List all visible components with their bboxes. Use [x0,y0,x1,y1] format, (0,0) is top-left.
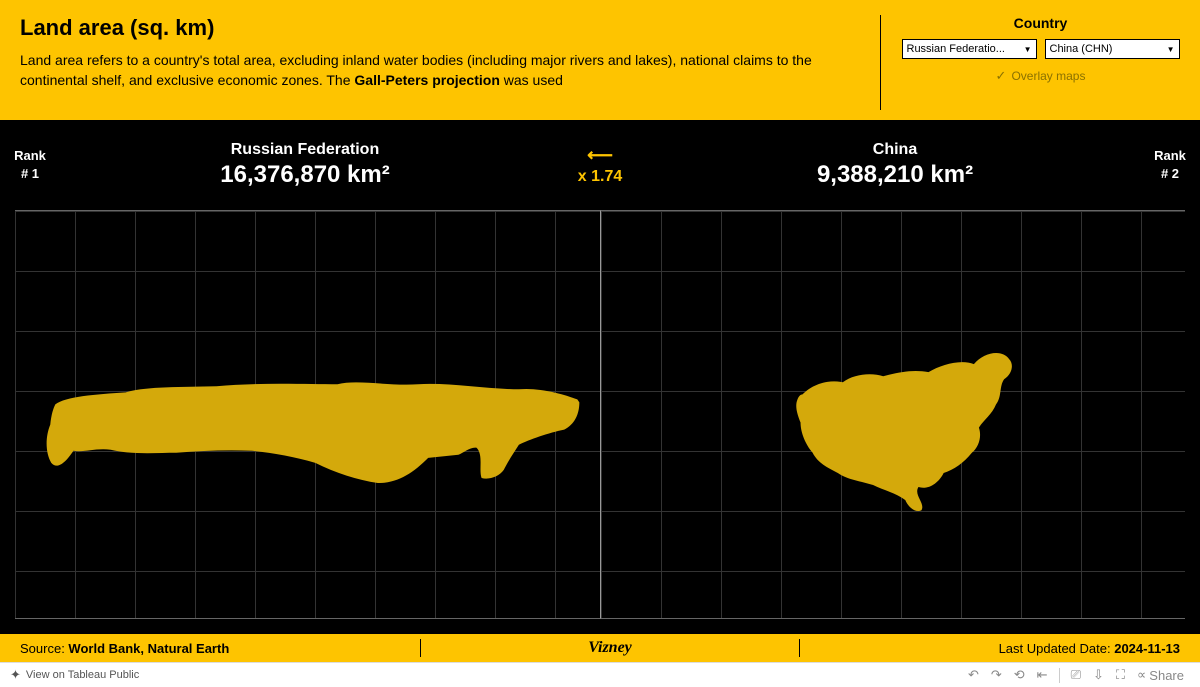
dropdown-1-value: Russian Federatio... [907,43,1005,55]
map-panel-left[interactable] [15,210,601,619]
country-value-left: 16,376,870 km² [60,161,550,189]
device-icon[interactable]: ⎚ [1071,667,1081,683]
undo-icon[interactable]: ↶ [968,667,979,683]
rank-value-right: # 2 [1140,165,1200,183]
country-name-right: China [650,141,1140,159]
description-bold: Gall-Peters projection [354,72,499,88]
visualization-area: Rank # 1 Russian Federation 16,376,870 k… [0,120,1200,634]
source-label: Source: [20,641,68,656]
country-block-left: Russian Federation 16,376,870 km² [60,141,550,189]
footer-source: Source: World Bank, Natural Earth [20,641,420,656]
tableau-logo-icon: ✦ [10,667,21,683]
description: Land area refers to a country's total ar… [20,51,860,90]
footer: Source: World Bank, Natural Earth Vizney… [0,634,1200,662]
page-title: Land area (sq. km) [20,15,860,41]
rank-label-right: Rank [1140,147,1200,165]
header: Land area (sq. km) Land area refers to a… [0,0,1200,120]
download-icon[interactable]: ⇩ [1093,667,1104,683]
map-panel-right[interactable] [601,210,1186,619]
share-icon: ∝ [1137,667,1146,683]
caret-down-icon: ▼ [1024,45,1032,54]
share-button[interactable]: ∝ Share [1137,667,1184,683]
redo-icon[interactable]: ↷ [991,667,1002,683]
share-label: Share [1149,668,1184,683]
multiplier-block: ⟵ x 1.74 [550,145,650,186]
country-block-right: China 9,388,210 km² [650,141,1140,189]
arrow-left-icon: ⟵ [550,145,650,166]
rank-left: Rank # 1 [0,147,60,183]
dropdown-2-value: China (CHN) [1050,43,1113,55]
source-value: World Bank, Natural Earth [68,641,229,656]
fullscreen-icon[interactable]: ⛶ [1116,667,1125,683]
dropdown-row: Russian Federatio... ▼ China (CHN) ▼ [901,39,1180,59]
toolbar-separator [1059,668,1060,683]
view-on-tableau-label: View on Tableau Public [26,669,139,681]
header-left: Land area (sq. km) Land area refers to a… [20,15,880,110]
reset-icon[interactable]: ⇤ [1037,667,1048,683]
country-dropdown-1[interactable]: Russian Federatio... ▼ [902,39,1037,59]
tableau-toolbar: ✦ View on Tableau Public ↶ ↷ ⟲ ⇤ ⎚ ⇩ ⛶ ∝… [0,662,1200,687]
russia-shape [15,211,600,618]
overlay-label: Overlay maps [1011,69,1085,83]
country-name-left: Russian Federation [60,141,550,159]
rank-right: Rank # 2 [1140,147,1200,183]
multiplier-value: x 1.74 [578,168,622,185]
country-dropdown-2[interactable]: China (CHN) ▼ [1045,39,1180,59]
grid-area [15,210,1185,619]
updated-value: 2024-11-13 [1114,641,1180,656]
rank-label-left: Rank [0,147,60,165]
country-heading: Country [901,15,1180,31]
china-shape [601,211,1186,618]
viz-header-row: Rank # 1 Russian Federation 16,376,870 k… [0,120,1200,210]
check-icon: ✓ [996,68,1007,84]
replay-icon[interactable]: ⟲ [1014,667,1025,683]
footer-updated: Last Updated Date: 2024-11-13 [800,641,1180,656]
footer-brand: Vizney [420,639,800,657]
description-post: was used [500,72,563,88]
country-selector-panel: Country Russian Federatio... ▼ China (CH… [880,15,1180,110]
updated-label: Last Updated Date: [999,641,1115,656]
view-on-tableau-button[interactable]: ✦ View on Tableau Public [10,667,139,683]
overlay-maps-toggle[interactable]: ✓ Overlay maps [996,68,1086,84]
caret-down-icon: ▼ [1167,45,1175,54]
country-value-right: 9,388,210 km² [650,161,1140,189]
rank-value-left: # 1 [0,165,60,183]
